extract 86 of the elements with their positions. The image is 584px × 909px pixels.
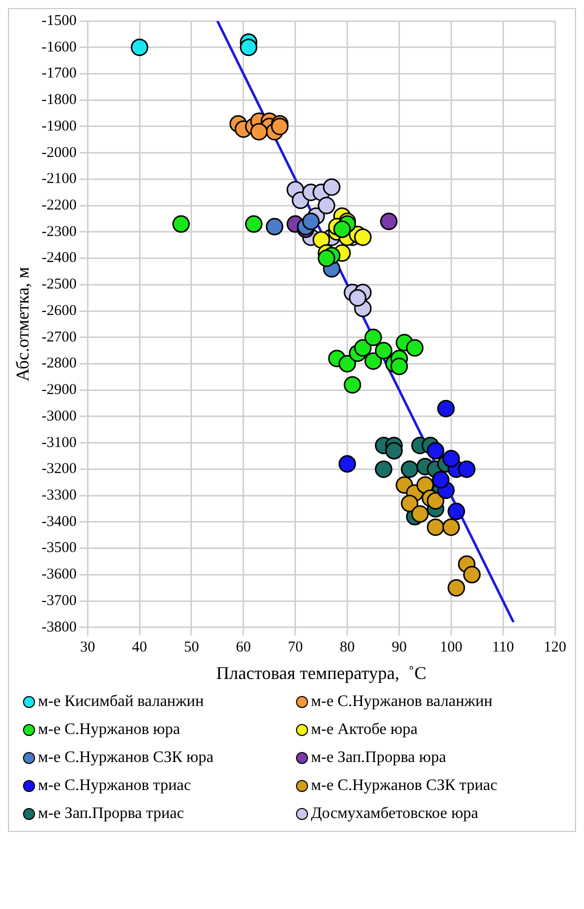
y-tick-label: -3600: [42, 566, 77, 583]
point: [380, 212, 398, 230]
point: [426, 518, 444, 536]
point: [411, 505, 429, 523]
point: [172, 215, 190, 233]
x-tick-label: 50: [184, 639, 199, 656]
y-tick-label: -3100: [42, 434, 77, 451]
y-tick-label: -3200: [42, 461, 77, 478]
y-tick-label: -2100: [42, 171, 77, 188]
point: [344, 376, 362, 394]
legend-label: м-е С.Нуржанов СЗК юра: [38, 749, 214, 767]
y-tick-label: -3400: [42, 514, 77, 530]
legend-label: м-е С.Нуржанов валанжин: [311, 693, 492, 711]
y-tick-label: -1500: [42, 12, 77, 29]
point: [426, 442, 444, 460]
x-axis-title: Пластовая температура, ˚С: [216, 662, 426, 683]
x-tick-label: 110: [492, 639, 514, 656]
legend-label: м-е С.Нуржанов юра: [38, 721, 180, 739]
y-tick-label: -1800: [42, 92, 77, 108]
point: [432, 471, 450, 489]
point: [318, 250, 336, 268]
y-axis-title: Абс.отметка, м: [12, 266, 33, 382]
point: [442, 518, 460, 536]
x-tick-label: 70: [288, 639, 303, 656]
point: [245, 215, 263, 233]
legend-label: м-е Зап.Прорва юра: [311, 749, 446, 767]
point: [374, 342, 392, 360]
point: [437, 400, 455, 418]
y-tick-label: -2400: [42, 250, 77, 266]
x-tick-label: 60: [236, 639, 251, 656]
point: [130, 38, 148, 56]
y-tick-label: -1700: [42, 66, 77, 82]
x-tick-label: 120: [544, 639, 566, 656]
point: [333, 220, 351, 238]
y-tick-label: -3500: [42, 540, 77, 556]
point: [385, 442, 403, 460]
y-tick-label: -1600: [42, 39, 77, 56]
x-tick-label: 90: [392, 639, 407, 656]
point: [348, 289, 366, 307]
point: [318, 196, 336, 214]
point: [406, 339, 424, 357]
point: [302, 212, 320, 230]
y-tick-label: -3700: [42, 592, 77, 609]
y-tick-label: -2200: [42, 197, 77, 214]
y-tick-label: -3300: [42, 488, 77, 504]
legend-label: м-е С.Нуржанов СЗК триас: [311, 777, 498, 795]
x-tick-label: 80: [340, 639, 355, 656]
point: [312, 231, 330, 249]
point: [374, 460, 392, 478]
point: [322, 178, 340, 196]
point: [266, 218, 284, 236]
point: [463, 566, 481, 584]
legend-label: Досмухамбетовское юра: [311, 805, 478, 823]
y-tick-label: -2800: [42, 356, 77, 372]
point: [354, 228, 372, 246]
point: [364, 352, 382, 370]
y-tick-label: -3800: [42, 619, 77, 636]
y-tick-label: -2300: [42, 224, 77, 240]
point: [364, 328, 382, 346]
point: [400, 494, 418, 512]
x-tick-label: 100: [440, 639, 462, 656]
point: [338, 455, 356, 473]
point: [458, 460, 476, 478]
y-tick-label: -2600: [42, 302, 77, 319]
point: [400, 460, 418, 478]
y-tick-label: -2000: [42, 144, 77, 161]
y-tick-label: -2900: [42, 382, 77, 398]
point: [448, 579, 466, 597]
x-tick-label: 40: [132, 639, 148, 656]
point: [442, 450, 460, 468]
point: [390, 358, 408, 376]
legend-label: м-е Зап.Прорва триас: [38, 805, 184, 823]
y-tick-label: -2700: [42, 329, 77, 346]
y-tick-label: -1900: [42, 118, 77, 134]
point: [448, 502, 466, 520]
point: [250, 122, 268, 140]
legend-label: м-е С.Нуржанов триас: [38, 777, 192, 795]
point: [338, 355, 356, 372]
legend-label: м-е Кисимбай валанжин: [38, 693, 204, 711]
point: [426, 492, 444, 510]
point: [354, 339, 372, 357]
point: [240, 38, 258, 56]
x-tick-label: 30: [80, 639, 96, 656]
y-tick-label: -2500: [42, 276, 77, 293]
legend-label: м-е Актобе юра: [311, 721, 418, 739]
y-tick-label: -3000: [42, 408, 77, 424]
